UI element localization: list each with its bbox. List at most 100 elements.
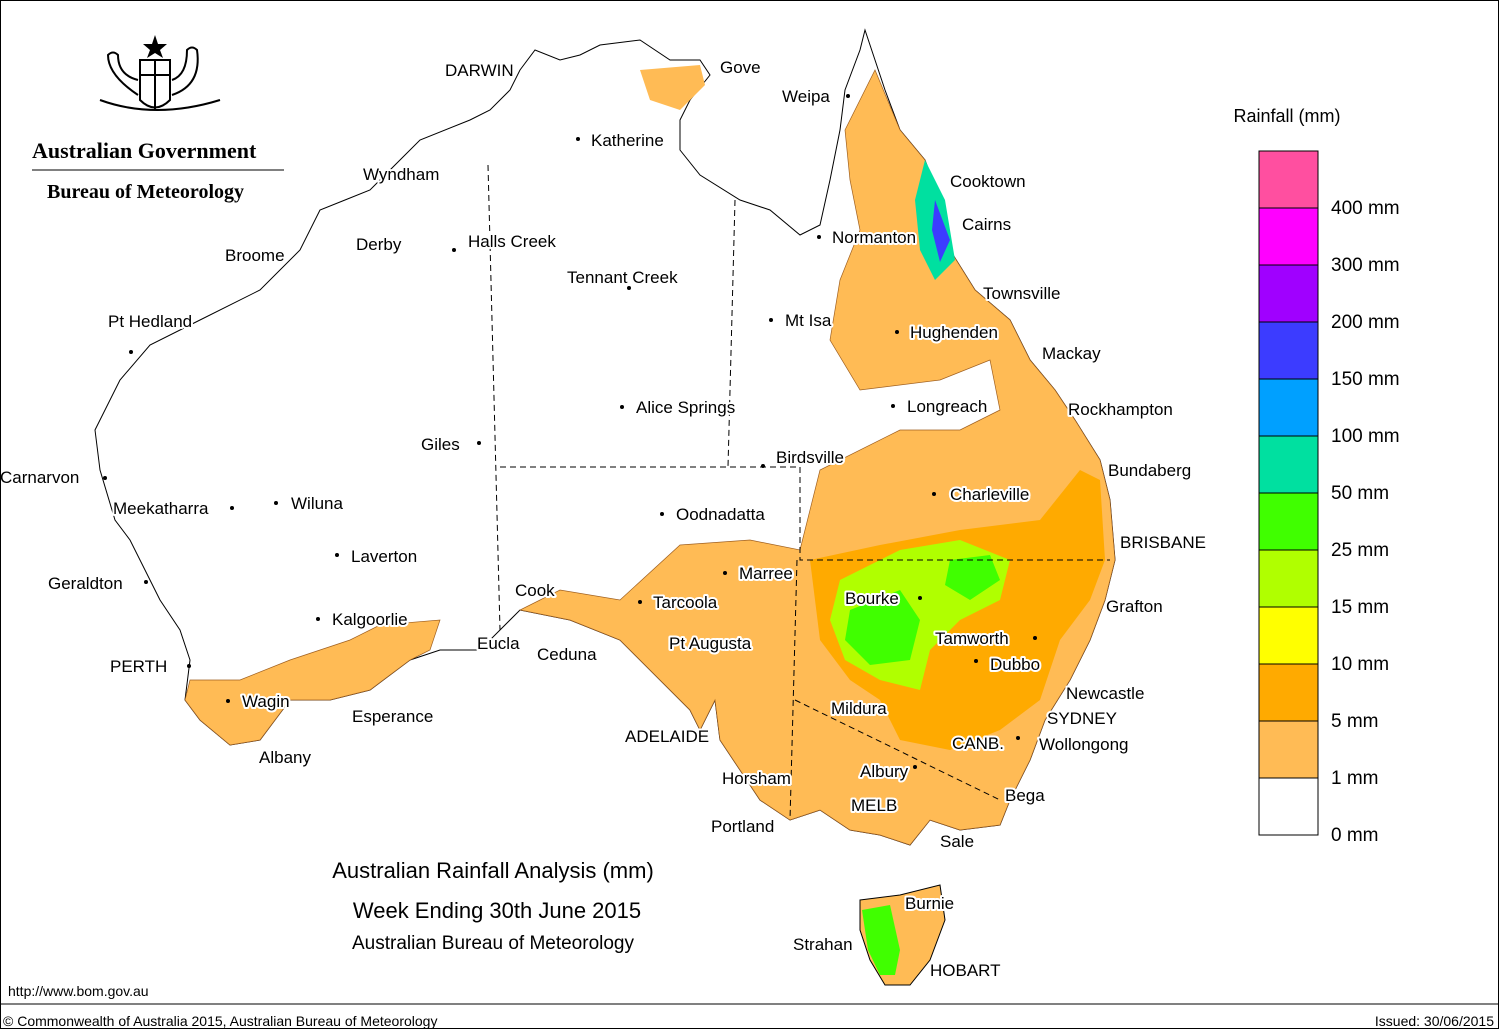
place-dot [846,94,850,98]
place-label: Charleville [950,485,1029,504]
legend-swatch [1258,720,1319,779]
place-label: HOBART [930,961,1001,980]
place-dot [660,512,664,516]
place-label: Wyndham [363,165,439,184]
place-dot [452,248,456,252]
place-label: Marree [739,564,793,583]
legend-label: 150 mm [1331,369,1400,390]
place-label: Townsville [983,284,1060,303]
map [94,28,1116,986]
place-dot [932,492,936,496]
place-dot [781,775,785,779]
place-label: Wagin [242,692,290,711]
place-label: Dubbo [990,655,1040,674]
place-label: CANB. [952,734,1004,753]
place-dot [576,137,580,141]
bureau-name: Bureau of Meteorology [47,181,244,203]
place-label: Eucla [477,634,520,653]
place-label: Bundaberg [1108,461,1191,480]
place-dot [913,765,917,769]
place-label: Newcastle [1066,684,1144,703]
footer-url: http://www.bom.gov.au [8,983,149,999]
place-label: Giles [421,435,460,454]
place-label: Wiluna [291,494,344,513]
place-dot [274,501,278,505]
place-label: Gove [720,58,761,77]
legend: Rainfall (mm) 400 mm 300 mm 200 mm 150 mm 10… [1233,106,1399,846]
place-label: Longreach [907,397,987,416]
place-dot [230,506,234,510]
place-label: Sale [940,832,974,851]
place-label: Rockhampton [1068,400,1173,419]
rain-tas [862,905,900,975]
place-label: Normanton [832,228,916,247]
place-label: Carnarvon [0,468,79,487]
place-dot [817,235,821,239]
place-dot [769,318,773,322]
place-label: Tennant Creek [567,268,678,287]
title-line-2: Week Ending 30th June 2015 [353,898,641,923]
place-label: Pt Augusta [669,634,752,653]
place-dot [1016,736,1020,740]
place-label: Weipa [782,87,830,106]
place-label: Oodnadatta [676,505,765,524]
title-line-1: Australian Rainfall Analysis (mm) [332,858,654,883]
rain-west [184,619,441,746]
place-label: Alice Springs [636,398,735,417]
place-label: Birdsville [776,448,844,467]
rain-cairns-core [932,200,950,262]
place-dot [129,350,133,354]
place-dot [865,707,869,711]
legend-swatch [1258,378,1319,437]
place-dot [335,553,339,557]
place-label: SYDNEY [1047,709,1117,728]
legend-label: 5 mm [1331,711,1379,732]
place-label: Bega [1005,786,1045,805]
legend-label: 15 mm [1331,597,1389,618]
legend-label: 200 mm [1331,312,1400,333]
place-dot [1033,636,1037,640]
place-label: Ceduna [537,645,597,664]
title-line-3: Australian Bureau of Meteorology [352,933,634,954]
place-label: PERTH [110,657,167,676]
place-label: Horsham [722,769,791,788]
place-dot [103,476,107,480]
legend-swatch [1258,606,1319,665]
place-label: Portland [711,817,774,836]
place-dot [638,600,642,604]
place-label: Mildura [831,699,887,718]
legend-swatch [1258,435,1319,494]
place-dot [144,580,148,584]
place-label: ADELAIDE [625,727,709,746]
place-dot [918,596,922,600]
place-label: BRISBANE [1120,533,1206,552]
place-dot [974,659,978,663]
legend-swatch [1258,549,1319,608]
place-label: Cooktown [950,172,1026,191]
legend-swatch [1258,264,1319,323]
place-label: Katherine [591,131,664,150]
place-label: MELB [851,796,897,815]
legend-swatch [1258,777,1319,836]
place-label: Pt Hedland [108,312,192,331]
place-dot [891,404,895,408]
place-dot [187,664,191,668]
legend-swatch [1258,492,1319,551]
place-label: Mackay [1042,344,1101,363]
place-label: Geraldton [48,574,123,593]
legend-label: 300 mm [1331,255,1400,276]
footer-issued: Issued: 30/06/2015 [1375,1013,1494,1029]
legend-label: 400 mm [1331,198,1400,219]
place-label: Burnie [905,894,954,913]
place-label: Albury [860,762,909,781]
place-label: Bourke [845,589,899,608]
place-dot [620,405,624,409]
legend-swatch [1258,150,1319,209]
place-dot [316,617,320,621]
legend-label: 10 mm [1331,654,1389,675]
place-label: Mt Isa [785,311,832,330]
place-labels: DARWIN Gove Weipa Katherine Wyndham Cooktown C… [0,56,1208,982]
place-dot [226,699,230,703]
coat-of-arms [99,35,221,111]
place-label: Laverton [351,547,417,566]
